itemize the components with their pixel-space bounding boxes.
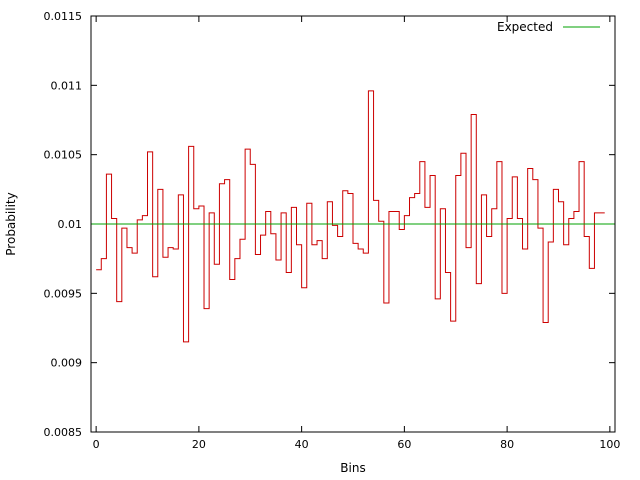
probability-series-line [96, 90, 605, 343]
x-tick-label: 100 [599, 438, 620, 451]
series-layer [91, 90, 615, 343]
x-tick-label: 40 [295, 438, 309, 451]
x-axis-label: Bins [340, 461, 365, 475]
y-tick-label: 0.009 [51, 357, 83, 370]
y-tick-label: 0.0085 [44, 426, 83, 439]
y-axis-label: Probability [4, 192, 18, 255]
y-tick-label: 0.01 [58, 218, 83, 231]
y-tick-label: 0.011 [51, 79, 83, 92]
x-tick-label: 80 [500, 438, 514, 451]
x-tick-label: 0 [93, 438, 100, 451]
legend-label-expected: Expected [497, 20, 553, 34]
x-tick-label: 20 [192, 438, 206, 451]
legend: Expected [497, 20, 600, 34]
y-tick-label: 0.0095 [44, 287, 83, 300]
y-tick-label: 0.0115 [44, 10, 83, 23]
y-tick-label: 0.0105 [44, 149, 83, 162]
tick-layer: 0.0085 0.009 0.0095 0.01 0.0105 0.011 0.0115 0 2… [44, 10, 621, 451]
x-tick-label: 60 [397, 438, 411, 451]
plot-frame [90, 15, 616, 433]
